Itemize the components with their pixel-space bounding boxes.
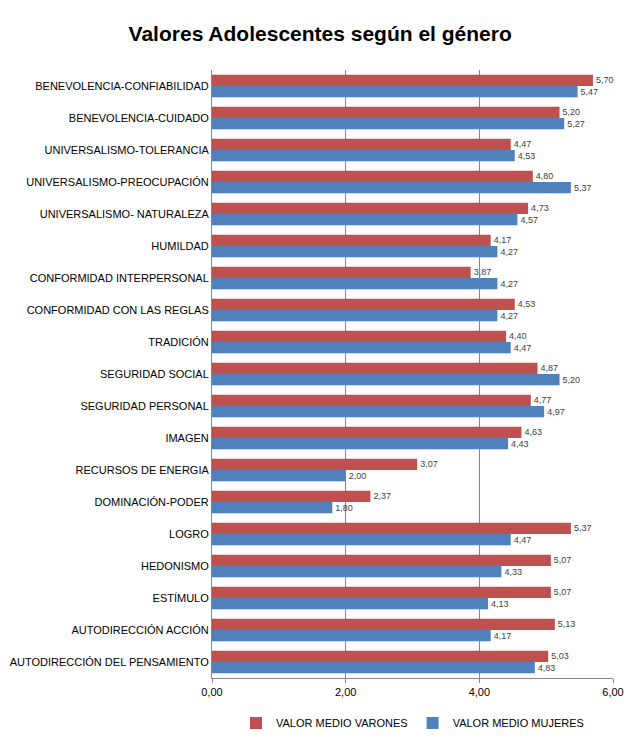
svg-text:ESTÍMULO: ESTÍMULO bbox=[153, 592, 210, 604]
svg-text:4,13: 4,13 bbox=[491, 599, 509, 609]
svg-text:4,17: 4,17 bbox=[494, 631, 512, 641]
svg-text:VALOR MEDIO VARONES: VALOR MEDIO VARONES bbox=[276, 717, 408, 729]
svg-text:2,00: 2,00 bbox=[349, 471, 367, 481]
svg-text:6,00: 6,00 bbox=[602, 686, 623, 698]
svg-text:5,47: 5,47 bbox=[581, 87, 599, 97]
svg-text:2,37: 2,37 bbox=[373, 491, 391, 501]
svg-text:4,57: 4,57 bbox=[520, 215, 538, 225]
svg-text:4,47: 4,47 bbox=[514, 343, 532, 353]
svg-text:BENEVOLENCIA-CUIDADO: BENEVOLENCIA-CUIDADO bbox=[69, 112, 209, 124]
svg-text:IMAGEN: IMAGEN bbox=[165, 432, 208, 444]
svg-text:3,87: 3,87 bbox=[474, 267, 492, 277]
svg-text:4,53: 4,53 bbox=[518, 299, 536, 309]
svg-text:BENEVOLENCIA-CONFIABILIDAD: BENEVOLENCIA-CONFIABILIDAD bbox=[35, 80, 209, 92]
svg-text:DOMINACIÓN-PODER: DOMINACIÓN-PODER bbox=[95, 496, 209, 508]
svg-text:5,37: 5,37 bbox=[574, 523, 592, 533]
svg-text:5,13: 5,13 bbox=[558, 619, 576, 629]
svg-text:5,20: 5,20 bbox=[563, 107, 581, 117]
svg-text:1,80: 1,80 bbox=[335, 503, 353, 513]
svg-text:SEGURIDAD SOCIAL: SEGURIDAD SOCIAL bbox=[100, 368, 209, 380]
svg-text:4,43: 4,43 bbox=[511, 439, 529, 449]
svg-text:0,00: 0,00 bbox=[201, 686, 222, 698]
svg-text:5,37: 5,37 bbox=[574, 183, 592, 193]
svg-text:SEGURIDAD PERSONAL: SEGURIDAD PERSONAL bbox=[80, 400, 208, 412]
svg-text:5,07: 5,07 bbox=[554, 555, 572, 565]
svg-text:4,73: 4,73 bbox=[531, 203, 549, 213]
svg-text:3,07: 3,07 bbox=[420, 459, 438, 469]
svg-text:4,47: 4,47 bbox=[514, 535, 532, 545]
svg-text:CONFORMIDAD CON LAS REGLAS: CONFORMIDAD CON LAS REGLAS bbox=[27, 304, 209, 316]
svg-text:4,47: 4,47 bbox=[514, 139, 532, 149]
svg-text:4,17: 4,17 bbox=[494, 235, 512, 245]
svg-text:4,87: 4,87 bbox=[540, 363, 558, 373]
svg-text:Valores Adolescentes según el: Valores Adolescentes según el género bbox=[129, 22, 512, 45]
svg-text:5,07: 5,07 bbox=[554, 587, 572, 597]
svg-text:TRADICIÓN: TRADICIÓN bbox=[148, 336, 209, 348]
svg-text:4,77: 4,77 bbox=[534, 395, 552, 405]
svg-text:HUMILDAD: HUMILDAD bbox=[151, 240, 209, 252]
svg-text:4,27: 4,27 bbox=[500, 311, 518, 321]
svg-text:5,70: 5,70 bbox=[596, 75, 614, 85]
svg-text:HEDONISMO: HEDONISMO bbox=[141, 560, 209, 572]
svg-text:4,00: 4,00 bbox=[469, 686, 490, 698]
svg-text:4,83: 4,83 bbox=[538, 663, 556, 673]
svg-text:VALOR MEDIO MUJERES: VALOR MEDIO MUJERES bbox=[453, 717, 584, 729]
svg-text:5,03: 5,03 bbox=[551, 651, 569, 661]
svg-text:AUTODIRECCIÓN DEL PENSAMIENTO: AUTODIRECCIÓN DEL PENSAMIENTO bbox=[10, 656, 209, 668]
svg-text:4,40: 4,40 bbox=[509, 331, 527, 341]
svg-text:RECURSOS DE ENERGIA: RECURSOS DE ENERGIA bbox=[76, 464, 210, 476]
svg-text:AUTODIRECCIÓN ACCIÓN: AUTODIRECCIÓN ACCIÓN bbox=[71, 624, 208, 636]
svg-text:CONFORMIDAD INTERPERSONAL: CONFORMIDAD INTERPERSONAL bbox=[30, 272, 209, 284]
svg-text:4,33: 4,33 bbox=[504, 567, 522, 577]
svg-text:4,27: 4,27 bbox=[500, 247, 518, 257]
svg-text:5,20: 5,20 bbox=[563, 375, 581, 385]
svg-text:UNIVERSALISMO-PREOCUPACIÓN: UNIVERSALISMO-PREOCUPACIÓN bbox=[26, 176, 209, 188]
svg-text:UNIVERSALISMO-TOLERANCIA: UNIVERSALISMO-TOLERANCIA bbox=[45, 144, 210, 156]
svg-text:4,27: 4,27 bbox=[500, 279, 518, 289]
svg-text:4,80: 4,80 bbox=[536, 171, 554, 181]
svg-text:4,53: 4,53 bbox=[518, 151, 536, 161]
svg-text:4,63: 4,63 bbox=[524, 427, 542, 437]
svg-text:UNIVERSALISMO- NATURALEZA: UNIVERSALISMO- NATURALEZA bbox=[40, 208, 210, 220]
svg-text:2,00: 2,00 bbox=[335, 686, 356, 698]
svg-text:LOGRO: LOGRO bbox=[169, 528, 209, 540]
svg-text:5,27: 5,27 bbox=[567, 119, 585, 129]
svg-text:4,97: 4,97 bbox=[547, 407, 565, 417]
